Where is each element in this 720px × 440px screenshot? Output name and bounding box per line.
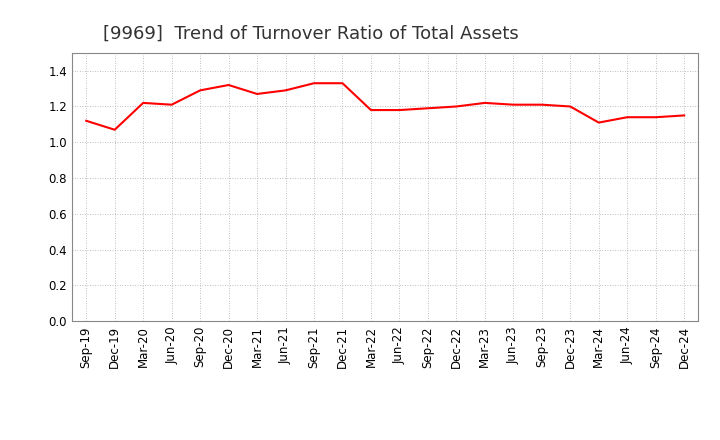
Text: [9969]  Trend of Turnover Ratio of Total Assets: [9969] Trend of Turnover Ratio of Total … (104, 25, 519, 43)
